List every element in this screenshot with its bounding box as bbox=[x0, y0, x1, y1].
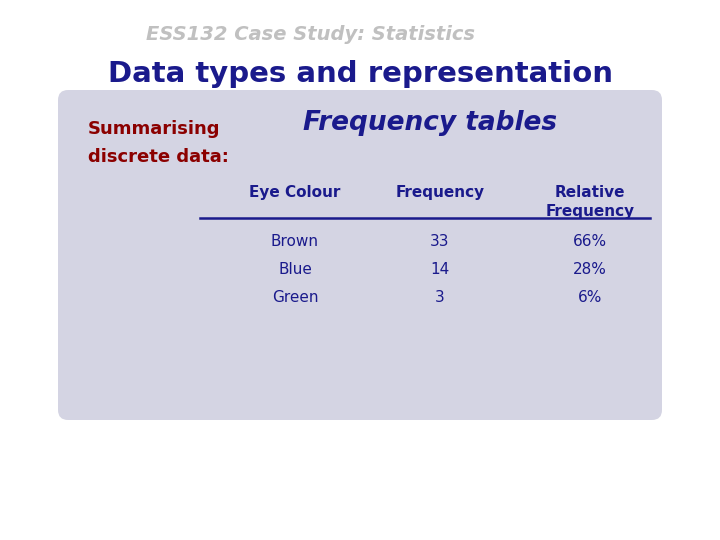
Text: Brown: Brown bbox=[271, 234, 319, 249]
Text: discrete data:: discrete data: bbox=[88, 148, 229, 166]
FancyBboxPatch shape bbox=[58, 90, 662, 420]
Text: 3: 3 bbox=[435, 290, 445, 305]
Text: Summarising: Summarising bbox=[88, 120, 220, 138]
Text: Data types and representation: Data types and representation bbox=[107, 60, 613, 88]
Text: 6%: 6% bbox=[578, 290, 602, 305]
Text: Relative
Frequency: Relative Frequency bbox=[546, 185, 634, 219]
Text: 14: 14 bbox=[431, 262, 449, 277]
Text: Blue: Blue bbox=[278, 262, 312, 277]
Text: 66%: 66% bbox=[573, 234, 607, 249]
Text: Frequency tables: Frequency tables bbox=[303, 110, 557, 136]
Text: Green: Green bbox=[271, 290, 318, 305]
Text: Eye Colour: Eye Colour bbox=[249, 185, 341, 200]
Text: 28%: 28% bbox=[573, 262, 607, 277]
Text: Frequency: Frequency bbox=[395, 185, 485, 200]
Text: 33: 33 bbox=[431, 234, 450, 249]
Text: ESS132 Case Study: Statistics: ESS132 Case Study: Statistics bbox=[145, 25, 474, 44]
